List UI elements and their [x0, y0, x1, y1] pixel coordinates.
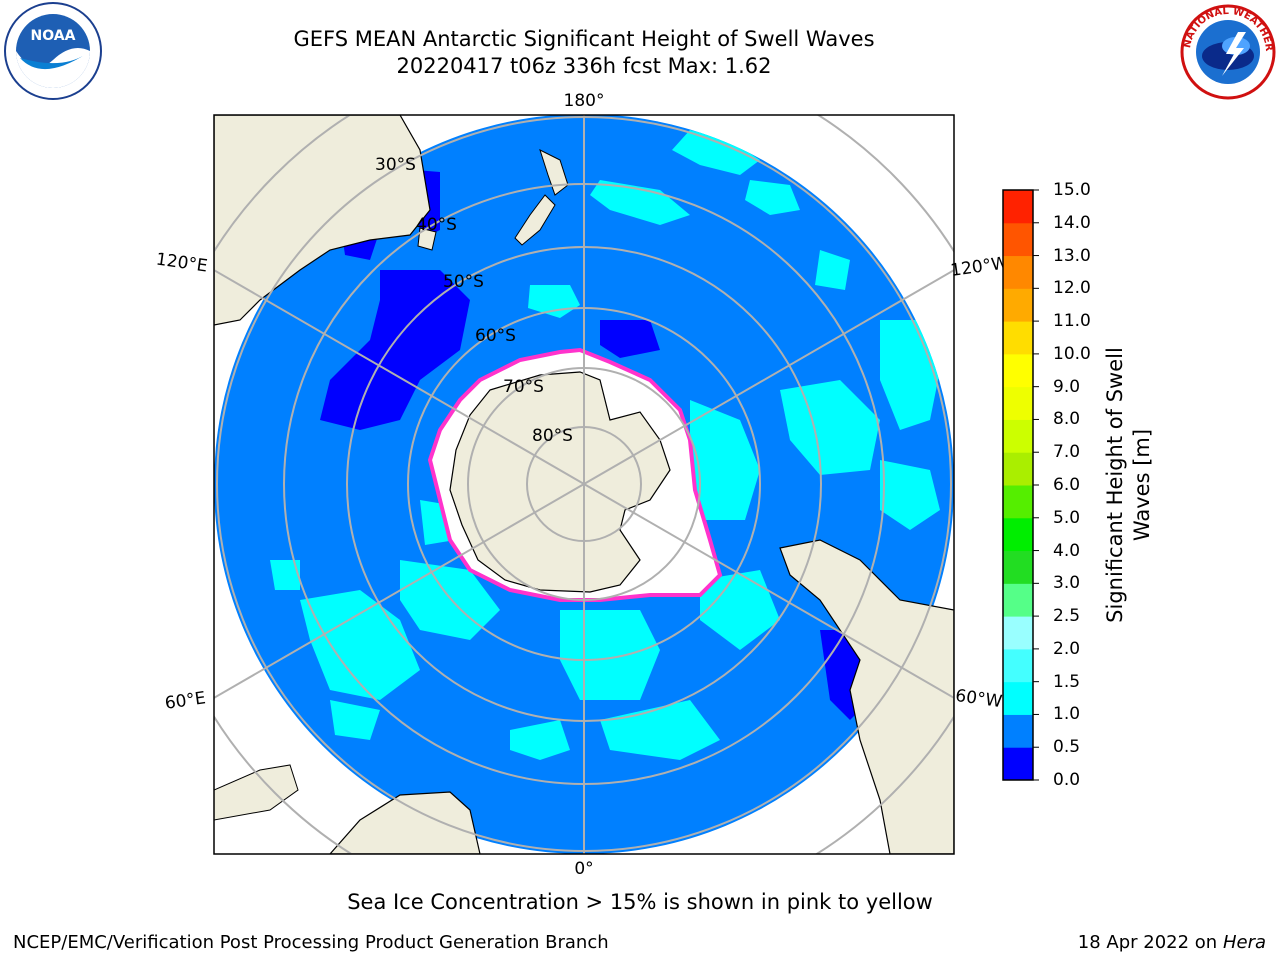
colorbar-tick-label: 5.0	[1053, 507, 1081, 528]
colorbar-segment	[1003, 321, 1033, 355]
colorbar-title: Significant Height of Swell Waves [m]	[1103, 347, 1154, 623]
antarctica	[449, 371, 671, 593]
colorbar-segment	[1003, 583, 1033, 617]
colorbar-segment	[1003, 517, 1033, 552]
colorbar-tick-label: 15.0	[1053, 180, 1091, 200]
lon-label-120e: 120°E	[155, 250, 209, 277]
lat-label-60s: 60°S	[475, 326, 516, 346]
colorbar-segment	[1003, 747, 1033, 781]
map-frame	[213, 114, 955, 855]
colorbar-tick-label: 10.0	[1053, 343, 1091, 364]
colorbar-tick-label: 2.5	[1053, 606, 1081, 627]
colorbar-tick-label: 12.0	[1053, 278, 1091, 299]
colorbar-segment	[1003, 714, 1033, 748]
colorbar-tick-label: 4.0	[1053, 540, 1081, 561]
lat-label-30s: 30°S	[375, 155, 416, 175]
colorbar-tick-label: 14.0	[1053, 212, 1091, 233]
noaa-logo: NOAA	[4, 2, 102, 100]
colorbar-tick-label: 0.0	[1053, 770, 1081, 790]
lon-label-60e: 60°E	[164, 688, 207, 713]
land-masses	[214, 115, 954, 854]
plot-title: GEFS MEAN Antarctic Significant Height o…	[293, 27, 875, 51]
colorbar	[1002, 189, 1039, 781]
credit-text: NCEP/EMC/Verification Post Processing Pr…	[13, 932, 609, 953]
colorbar-tick-label: 9.0	[1053, 376, 1081, 397]
date-text: 18 Apr 2022 on Hera	[1078, 932, 1266, 953]
colorbar-tick-label: 13.0	[1053, 245, 1091, 266]
nws-logo: NATIONAL WEATHER SERVICE	[1176, 2, 1276, 100]
noaa-logo-text: NOAA	[31, 28, 76, 44]
colorbar-segment	[1003, 255, 1033, 289]
colorbar-segment	[1003, 386, 1033, 420]
lat-label-80s: 80°S	[532, 426, 573, 446]
lat-label-70s: 70°S	[503, 377, 544, 397]
sea-ice-note: Sea Ice Concentration > 15% is shown in …	[347, 890, 933, 914]
colorbar-tick-label: 2.0	[1053, 638, 1081, 659]
lon-label-180: 180°	[564, 91, 605, 111]
colorbar-tick-label: 1.5	[1053, 671, 1081, 692]
colorbar-segment	[1003, 222, 1033, 257]
colorbar-tick-label: 6.0	[1053, 475, 1081, 495]
lon-label-60w: 60°W	[954, 686, 1003, 712]
colorbar-segment	[1003, 353, 1033, 388]
lat-label-40s: 40°S	[416, 215, 457, 235]
colorbar-tick-label: 8.0	[1053, 409, 1081, 430]
colorbar-segment	[1003, 288, 1033, 322]
lon-label-0: 0°	[574, 859, 593, 879]
colorbar-segment	[1003, 419, 1033, 453]
graticule	[214, 115, 954, 854]
host-name: Hera	[1222, 932, 1266, 953]
date-prefix: 18 Apr 2022 on	[1077, 932, 1223, 953]
colorbar-tick-label: 0.5	[1053, 737, 1081, 758]
colorbar-segment	[1003, 648, 1033, 683]
lat-label-50s: 50°S	[443, 272, 484, 292]
colorbar-tick-label: 11.0	[1053, 311, 1091, 332]
colorbar-segment	[1003, 616, 1033, 650]
colorbar-segment	[1003, 485, 1033, 519]
colorbar-segment	[1003, 190, 1033, 224]
colorbar-segment	[1003, 452, 1033, 486]
colorbar-tick-label: 1.0	[1053, 704, 1081, 725]
plot-subtitle: 20220417 t06z 336h fcst Max: 1.62	[396, 54, 772, 78]
colorbar-tick-label: 7.0	[1053, 442, 1081, 463]
colorbar-segment	[1003, 681, 1033, 715]
colorbar-tick-label: 3.0	[1053, 573, 1081, 594]
lon-label-120w: 120°W	[949, 253, 1009, 281]
colorbar-segment	[1003, 550, 1033, 584]
